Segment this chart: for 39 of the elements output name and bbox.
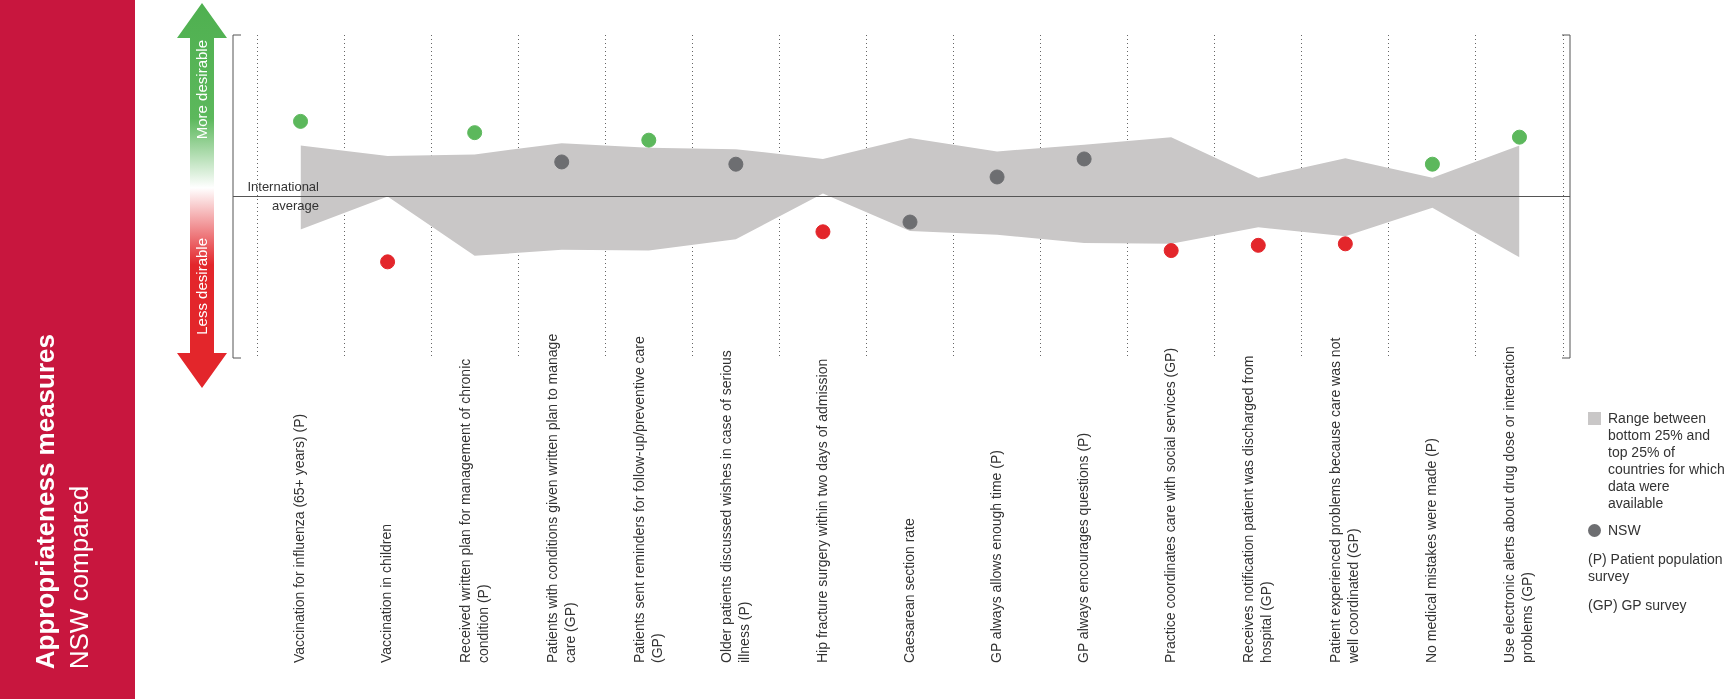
point <box>815 224 831 240</box>
text: Less desirable <box>193 238 210 335</box>
point <box>1337 236 1353 252</box>
x-tick-label: Received written plan for management of chronic condition (P) <box>456 358 491 663</box>
point <box>467 125 483 141</box>
text: (P) Patient population survey <box>1588 551 1724 585</box>
legend-label: Range between bottom 25% and top 25% of countries for which data were available <box>1608 410 1726 512</box>
x-tick-label: Patients with conditions given written plan to manage care (GP) <box>543 333 578 663</box>
x-tick-label: Hip fracture surgery within two days of admission <box>813 358 830 663</box>
point <box>989 169 1005 185</box>
point <box>380 254 396 270</box>
x-tick-label: Vaccination in children <box>378 523 395 663</box>
point <box>293 113 309 129</box>
x-tick-label: Vaccination for influenza (65+ years) (P) <box>291 413 308 663</box>
point <box>728 156 744 172</box>
x-tick-label: No medical mistakes were made (P) <box>1423 438 1440 663</box>
point <box>1424 156 1440 172</box>
x-tick-label: Receives notification patient was discharged from hospital (GP) <box>1240 355 1275 663</box>
point <box>902 214 918 230</box>
point <box>1511 129 1527 145</box>
point <box>641 132 657 148</box>
x-tick-label: Older patients discussed wishes in case of serious illness (P) <box>717 350 752 663</box>
x-tick-label: GP always allows enough time (P) <box>987 450 1004 663</box>
x-tick-label: Patients sent reminders for follow-up/preventive care (GP) <box>630 335 665 663</box>
legend-label: NSW <box>1608 522 1641 539</box>
text: More desirable <box>193 40 210 140</box>
text: (GP) GP survey <box>1588 597 1688 614</box>
point <box>1163 243 1179 259</box>
point <box>554 154 570 170</box>
point <box>1076 151 1092 167</box>
text: NSW compared <box>63 484 95 669</box>
text: Appropriateness measures <box>29 333 61 669</box>
ref-line-label: International average <box>247 178 320 213</box>
x-tick-label: Use electronic alerts about drug dose or interaction problems (GP) <box>1501 346 1536 663</box>
point <box>1250 237 1266 253</box>
x-tick-label: Practice coordinates care with social services (GP) <box>1162 347 1179 663</box>
x-tick-label: Patient experienced problems because care was not well coordinated (GP) <box>1327 337 1362 664</box>
x-tick-label: Caesarean section rate <box>900 518 917 663</box>
x-tick-label: GP always encourages questions (P) <box>1074 432 1091 663</box>
